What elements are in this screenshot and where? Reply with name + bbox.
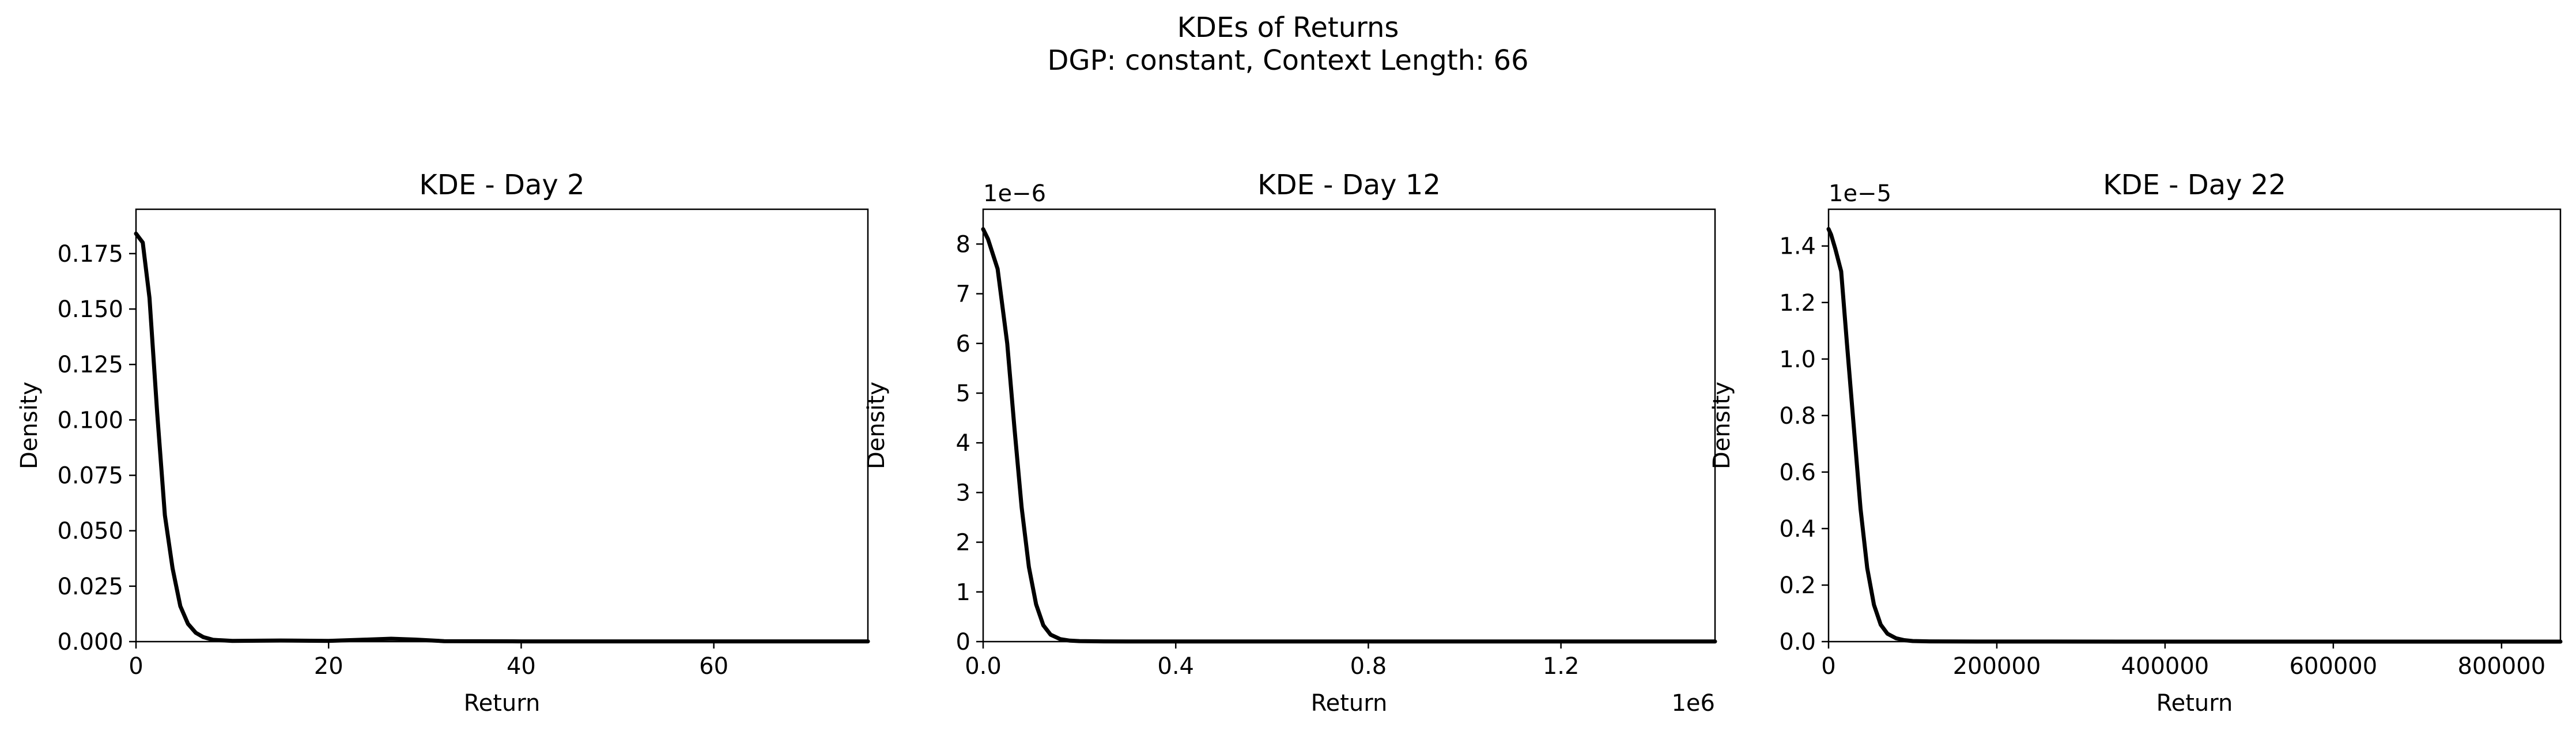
figure-title-line-1: KDEs of Returns <box>1177 12 1399 44</box>
y-tick-label: 0.6 <box>1779 459 1816 486</box>
y-axis-label: Density <box>16 382 43 469</box>
y-tick-label: 0.025 <box>57 574 123 600</box>
y-tick-label: 0.150 <box>57 296 123 323</box>
y-tick-label: 0.4 <box>1779 516 1816 542</box>
y-tick-label: 1.4 <box>1779 233 1816 260</box>
y-tick-label: 4 <box>956 430 970 457</box>
y-tick-label: 1.0 <box>1779 346 1816 373</box>
y-tick-label: 0.125 <box>57 352 123 378</box>
x-tick-label: 0.8 <box>1350 653 1387 680</box>
x-axis-label: Return <box>464 690 541 717</box>
axes-frame <box>135 208 869 643</box>
y-tick-label: 6 <box>956 331 970 357</box>
y-tick-label: 5 <box>956 380 970 407</box>
x-tick-label: 40 <box>507 653 536 680</box>
y-tick-label: 0.0 <box>1779 629 1816 655</box>
x-tick-label: 200000 <box>1953 653 2041 680</box>
y-tick-label: 0.100 <box>57 407 123 434</box>
panel-title: KDE - Day 2 <box>419 169 584 201</box>
kde-curve <box>981 227 1717 644</box>
y-offset-text: 1e−6 <box>983 180 1046 207</box>
kde-panel-day-2: KDE - Day 2 0 20 40 60 0.000 0.025 0.050 0.075 0.… <box>16 169 870 717</box>
kde-panel-day-22: KDE - Day 22 0 200000 400000 600000 800000 0.0… <box>1709 169 2563 717</box>
figure-title-line-2: DGP: constant, Context Length: 66 <box>1047 44 1528 77</box>
kde-curve <box>134 231 870 644</box>
y-axis-label: Density <box>863 382 890 469</box>
y-tick-label: 0.2 <box>1779 572 1816 599</box>
y-axis-label: Density <box>1709 382 1735 469</box>
y-tick-label: 0.075 <box>57 463 123 489</box>
y-tick-label: 0.050 <box>57 518 123 545</box>
kde-panel-day-12: KDE - Day 12 0.0 0.4 0.8 1.2 0 1 2 3 4 5 6 7 8 Return D… <box>863 169 1717 717</box>
x-tick-label: 600000 <box>2290 653 2378 680</box>
x-tick-label: 800000 <box>2457 653 2545 680</box>
x-tick-label: 0 <box>129 653 143 680</box>
x-axis-label: Return <box>1311 690 1388 717</box>
panel-title: KDE - Day 22 <box>2103 169 2286 201</box>
x-tick-label: 0 <box>1821 653 1835 680</box>
x-tick-label: 1.2 <box>1543 653 1580 680</box>
y-tick-label: 0.175 <box>57 241 123 267</box>
x-tick-label: 0.0 <box>965 653 1002 680</box>
y-tick-label: 3 <box>956 480 970 506</box>
y-tick-label: 1.2 <box>1779 290 1816 316</box>
axes-frame <box>1827 208 2562 643</box>
x-tick-label: 400000 <box>2121 653 2209 680</box>
y-tick-label: 2 <box>956 530 970 556</box>
x-offset-text: 1e6 <box>1671 690 1715 717</box>
x-tick-label: 0.4 <box>1157 653 1194 680</box>
x-axis-label: Return <box>2156 690 2233 717</box>
kde-curve <box>1826 227 2563 644</box>
x-tick-label: 20 <box>314 653 343 680</box>
y-tick-label: 0 <box>956 629 970 655</box>
y-offset-text: 1e−5 <box>1829 180 1891 207</box>
y-tick-label: 0.8 <box>1779 403 1816 429</box>
panel-title: KDE - Day 12 <box>1257 169 1441 201</box>
y-tick-label: 1 <box>956 579 970 606</box>
x-tick-label: 60 <box>699 653 728 680</box>
y-tick-label: 0.000 <box>57 629 123 655</box>
y-tick-label: 8 <box>956 231 970 258</box>
y-tick-label: 7 <box>956 281 970 308</box>
axes-frame <box>982 208 1716 643</box>
